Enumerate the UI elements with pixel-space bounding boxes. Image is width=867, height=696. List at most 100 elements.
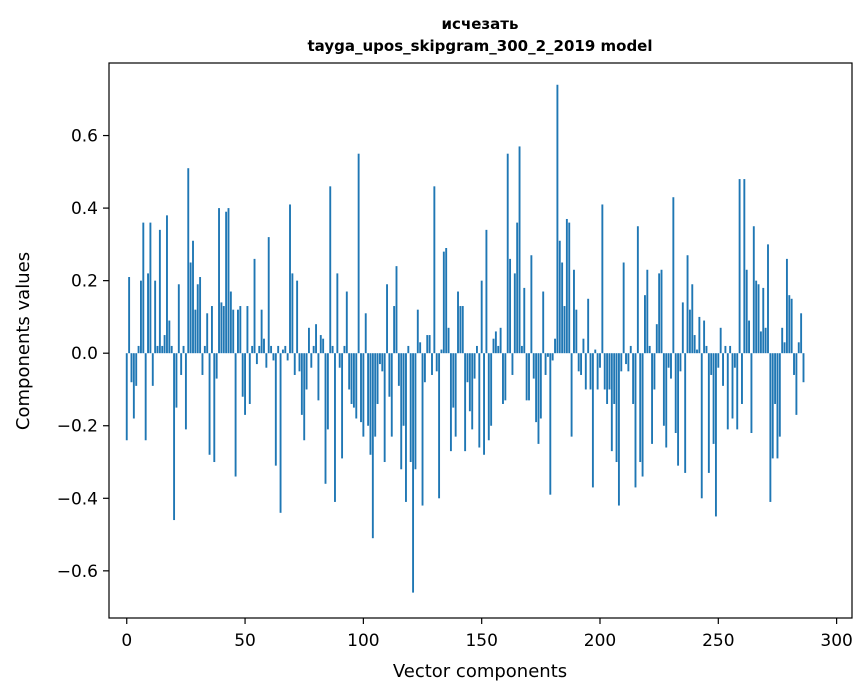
bar-32 — [201, 353, 204, 375]
bar-254 — [726, 353, 729, 430]
bar-108 — [381, 353, 384, 372]
bar-82 — [319, 335, 322, 354]
bar-114 — [395, 266, 398, 354]
bar-68 — [286, 353, 289, 361]
bar-190 — [575, 309, 578, 354]
bars-group — [125, 84, 805, 593]
bar-201 — [601, 204, 604, 354]
bar-129 — [431, 353, 433, 375]
bar-177 — [544, 353, 547, 375]
bar-171 — [530, 255, 533, 354]
bar-263 — [748, 320, 751, 354]
bar-182 — [556, 84, 559, 354]
bar-5 — [137, 345, 140, 354]
bar-151 — [483, 353, 485, 455]
bar-101 — [364, 313, 367, 354]
bar-41 — [222, 306, 225, 354]
bar-72 — [296, 280, 299, 354]
bar-21 — [175, 353, 178, 408]
bar-85 — [326, 353, 329, 430]
bar-131 — [435, 353, 438, 372]
bar-187 — [568, 222, 571, 354]
bar-156 — [494, 331, 497, 354]
bar-206 — [613, 353, 616, 404]
bar-146 — [471, 353, 474, 430]
bar-266 — [755, 280, 758, 354]
bar-10 — [149, 222, 152, 354]
bar-18 — [168, 320, 171, 354]
bar-79 — [312, 345, 315, 354]
bar-166 — [518, 146, 521, 354]
bar-185 — [563, 306, 566, 354]
bar-191 — [577, 353, 580, 372]
bar-102 — [367, 353, 370, 426]
bar-256 — [731, 353, 734, 419]
x-tick-label: 150 — [465, 631, 497, 651]
bar-169 — [525, 353, 528, 401]
x-axis: 0 50 100 150 200 250 300 — [121, 618, 853, 651]
bar-174 — [537, 353, 540, 444]
bar-273 — [771, 353, 774, 459]
bar-148 — [476, 345, 478, 354]
bar-1 — [128, 277, 131, 354]
bar-89 — [336, 273, 339, 354]
bar-95 — [350, 353, 353, 404]
bar-97 — [355, 353, 358, 419]
x-tick-label: 300 — [820, 631, 852, 651]
bar-216 — [636, 226, 639, 354]
bar-255 — [729, 345, 732, 354]
bar-247 — [710, 353, 713, 375]
bar-86 — [329, 186, 332, 354]
bar-236 — [684, 353, 687, 473]
bar-262 — [745, 269, 748, 354]
y-tick-label: −0.4 — [57, 489, 98, 509]
bar-194 — [584, 353, 587, 390]
bar-277 — [781, 327, 784, 354]
bar-243 — [700, 353, 703, 499]
bar-198 — [594, 349, 597, 354]
bar-99 — [360, 353, 362, 423]
bar-42 — [225, 211, 228, 354]
y-tick-label: 0.2 — [71, 272, 98, 292]
bar-127 — [426, 335, 429, 354]
bar-267 — [757, 284, 760, 354]
bar-139 — [454, 353, 457, 437]
bar-180 — [551, 353, 554, 361]
bar-219 — [644, 295, 646, 354]
bar-282 — [793, 353, 795, 375]
bar-260 — [741, 353, 743, 404]
bar-22 — [177, 284, 180, 354]
bar-107 — [378, 353, 381, 365]
bar-106 — [376, 353, 379, 404]
bar-130 — [433, 186, 436, 354]
bar-100 — [362, 353, 365, 437]
y-tick-label: 0.6 — [71, 127, 98, 147]
bar-251 — [719, 327, 722, 354]
bar-123 — [416, 309, 419, 354]
bar-92 — [343, 345, 346, 354]
y-axis-label: Components values — [13, 252, 34, 430]
bar-38 — [215, 353, 218, 379]
bar-3 — [132, 353, 135, 419]
y-tick-label: 0.0 — [71, 344, 98, 364]
bar-109 — [383, 353, 386, 463]
bar-286 — [802, 353, 805, 383]
bar-27 — [189, 262, 192, 354]
bar-164 — [513, 273, 516, 354]
bar-265 — [752, 226, 755, 354]
y-tick-label: 0.4 — [71, 199, 98, 219]
bar-37 — [213, 353, 216, 463]
bar-93 — [345, 291, 348, 354]
bar-55 — [255, 353, 258, 365]
x-tick-label: 100 — [347, 631, 379, 651]
bar-73 — [298, 353, 301, 372]
bar-140 — [457, 291, 459, 354]
bar-0 — [125, 353, 128, 441]
bar-222 — [651, 353, 653, 444]
bar-141 — [459, 306, 462, 354]
bar-245 — [705, 345, 708, 354]
bar-52 — [248, 353, 251, 404]
bar-221 — [648, 345, 651, 354]
bar-258 — [736, 353, 739, 430]
bar-119 — [407, 345, 410, 354]
